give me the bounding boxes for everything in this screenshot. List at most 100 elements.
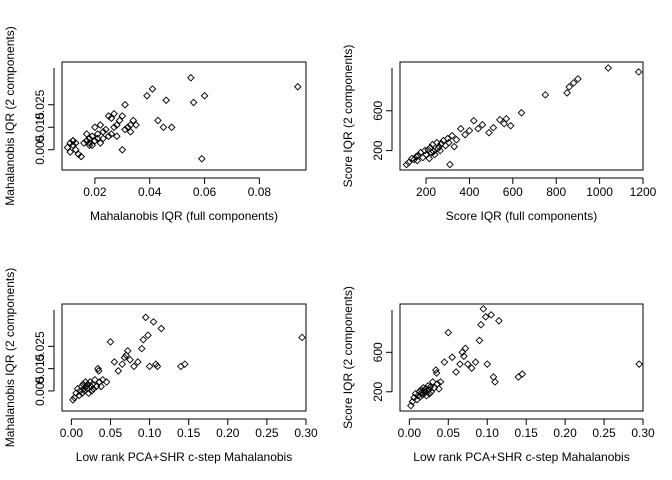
data-point xyxy=(500,119,508,128)
data-point xyxy=(93,134,102,143)
data-point xyxy=(126,127,135,136)
data-point xyxy=(112,121,121,129)
x-tick-label: 0.05 xyxy=(437,426,461,440)
data-point xyxy=(98,375,107,384)
y-tick-label: 0.015 xyxy=(33,112,47,142)
data-point xyxy=(149,317,158,326)
data-point xyxy=(71,145,80,154)
data-point xyxy=(436,146,444,155)
data-point xyxy=(63,143,72,152)
data-point xyxy=(435,142,443,151)
data-point xyxy=(121,100,129,109)
data-point xyxy=(148,85,157,93)
data-point xyxy=(469,116,478,125)
data-point xyxy=(422,391,431,400)
x-tick-label: 0.20 xyxy=(216,426,240,440)
data-point xyxy=(110,109,118,118)
data-point xyxy=(450,142,459,151)
data-point xyxy=(99,127,107,136)
data-point xyxy=(130,362,138,371)
data-point xyxy=(80,139,88,147)
x-tick-label: 0.04 xyxy=(138,185,162,199)
data-point xyxy=(489,123,498,132)
x-tick-label: 800 xyxy=(546,185,566,199)
data-point xyxy=(422,150,430,159)
data-point xyxy=(94,367,103,375)
scatter-panel-3: 0.00 0.05 0.10 0.15 0.20 0.25 0.30 0.0050.0150.… xyxy=(3,268,318,464)
data-point xyxy=(452,135,461,144)
data-point xyxy=(162,96,171,105)
data-point xyxy=(152,360,160,369)
data-point xyxy=(432,369,441,377)
x-tick-label: 0.06 xyxy=(193,185,217,199)
data-point xyxy=(444,328,453,337)
data-point xyxy=(474,124,482,133)
data-point xyxy=(429,147,438,156)
x-tick-label: 0.02 xyxy=(83,185,107,199)
data-point xyxy=(106,338,115,346)
data-point xyxy=(102,378,111,386)
y-tick-label: 0.025 xyxy=(33,89,47,119)
data-point xyxy=(118,112,127,120)
data-point xyxy=(110,358,119,366)
data-point xyxy=(495,316,503,325)
data-point xyxy=(404,158,413,167)
data-point xyxy=(574,75,582,83)
data-point xyxy=(452,368,460,376)
x-axis-title: Low rank PCA+SHR c-step Mahalanobis xyxy=(413,450,629,464)
data-point xyxy=(435,384,443,393)
data-point xyxy=(153,362,162,371)
data-point xyxy=(197,154,206,163)
data-point xyxy=(541,91,550,99)
scatter-panel-4: 0.00 0.05 0.10 0.15 0.20 0.25 0.30 200 600 Low ra… xyxy=(341,286,655,464)
data-point xyxy=(412,152,421,161)
data-point xyxy=(436,378,445,386)
data-point xyxy=(78,389,87,398)
data-point xyxy=(85,134,94,143)
data-point xyxy=(437,139,446,148)
data-point xyxy=(89,384,98,393)
y-tick-label: 0.005 xyxy=(33,376,47,406)
data-point xyxy=(132,121,140,129)
data-point xyxy=(96,139,105,147)
x-axis-title: Low rank PCA+SHR c-step Mahalanobis xyxy=(76,450,292,464)
data-point xyxy=(477,320,485,329)
x-tick-label: 0.30 xyxy=(631,426,655,440)
data-point xyxy=(88,132,96,141)
data-point xyxy=(421,146,429,155)
y-tick-label: 200 xyxy=(371,381,385,401)
data-point xyxy=(157,324,166,333)
x-tick-label: 0.00 xyxy=(398,426,422,440)
x-tick-label: 0.15 xyxy=(514,426,538,440)
data-point xyxy=(88,141,96,150)
y-tick-label: 0.005 xyxy=(33,134,47,164)
data-point xyxy=(495,115,504,124)
data-point xyxy=(91,123,99,132)
plot-frame xyxy=(61,61,307,171)
data-point xyxy=(177,362,185,371)
data-point xyxy=(84,389,93,398)
data-point xyxy=(463,360,472,368)
data-point xyxy=(402,160,411,169)
data-point xyxy=(118,145,127,154)
data-point xyxy=(134,358,142,366)
y-axis-title: Mahalanobis IQR (2 components) xyxy=(3,26,17,205)
x-tick-label: 0.15 xyxy=(177,426,201,440)
data-point xyxy=(413,156,422,165)
data-point xyxy=(298,333,306,342)
data-point xyxy=(448,131,456,140)
data-point xyxy=(77,152,86,161)
data-point xyxy=(126,121,135,129)
data-point xyxy=(430,150,439,159)
data-point xyxy=(481,312,490,321)
y-tick-label: 0.015 xyxy=(33,353,47,383)
data-point xyxy=(114,367,123,375)
data-point xyxy=(485,128,493,137)
data-point xyxy=(122,351,130,360)
scatter-panel-2: 200 400 600 800 1000 1200 200 600 Score IQR (ful… xyxy=(341,45,657,223)
data-point xyxy=(425,154,434,163)
data-point xyxy=(569,79,578,87)
data-point xyxy=(517,108,526,117)
x-tick-label: 200 xyxy=(416,185,436,199)
